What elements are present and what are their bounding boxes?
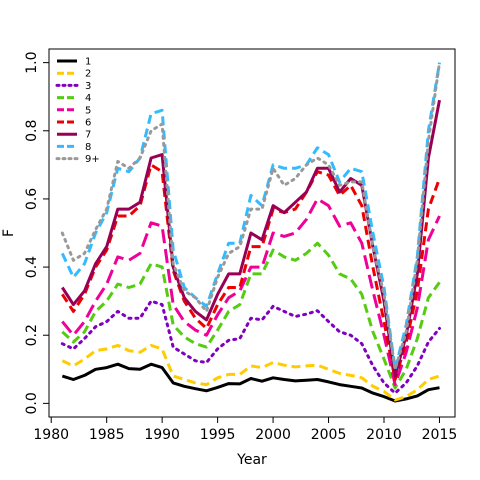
x-axis: 1980 1985 1990 1995 2000 2005 2010 2015 <box>33 417 457 443</box>
legend-label: 8 <box>85 142 91 153</box>
legend-label: 4 <box>85 93 91 104</box>
y-tick-label: 0.0 <box>24 392 40 414</box>
series-line-8 <box>60 62 441 371</box>
x-tick-label: 2010 <box>366 427 402 443</box>
x-tick-label: 1995 <box>200 427 236 443</box>
x-axis-label: Year <box>236 452 267 468</box>
series-layer <box>60 61 441 403</box>
legend-label: 2 <box>85 69 91 80</box>
legend-label: 1 <box>85 57 91 68</box>
legend-label: 9+ <box>85 154 100 165</box>
y-tick-label: 0.4 <box>24 256 40 278</box>
legend-label: 7 <box>85 130 91 141</box>
series-line-9plus <box>60 61 441 371</box>
x-tick-label: 1985 <box>89 427 125 443</box>
legend-label: 3 <box>85 81 91 92</box>
y-tick-label: 0.2 <box>24 324 40 346</box>
x-tick-label: 2000 <box>255 427 291 443</box>
series-line-6 <box>61 163 441 381</box>
legend-label: 5 <box>85 105 91 116</box>
series-line-2 <box>61 343 440 402</box>
legend-label: 6 <box>85 118 91 129</box>
series-line-1 <box>61 362 440 403</box>
x-tick-label: 2015 <box>422 427 458 443</box>
y-tick-label: 0.8 <box>24 120 40 142</box>
y-axis: 0.0 0.2 0.4 0.6 0.8 1.0 <box>24 51 49 415</box>
x-tick-label: 1980 <box>33 427 69 443</box>
y-tick-label: 0.6 <box>24 188 40 210</box>
x-tick-label: 2005 <box>311 427 347 443</box>
y-tick-label: 1.0 <box>24 51 40 73</box>
y-axis-label: F <box>1 229 17 237</box>
x-tick-label: 1990 <box>144 427 180 443</box>
series-line-3 <box>60 299 441 395</box>
plot-frame <box>48 48 456 418</box>
series-line-5 <box>61 197 441 387</box>
